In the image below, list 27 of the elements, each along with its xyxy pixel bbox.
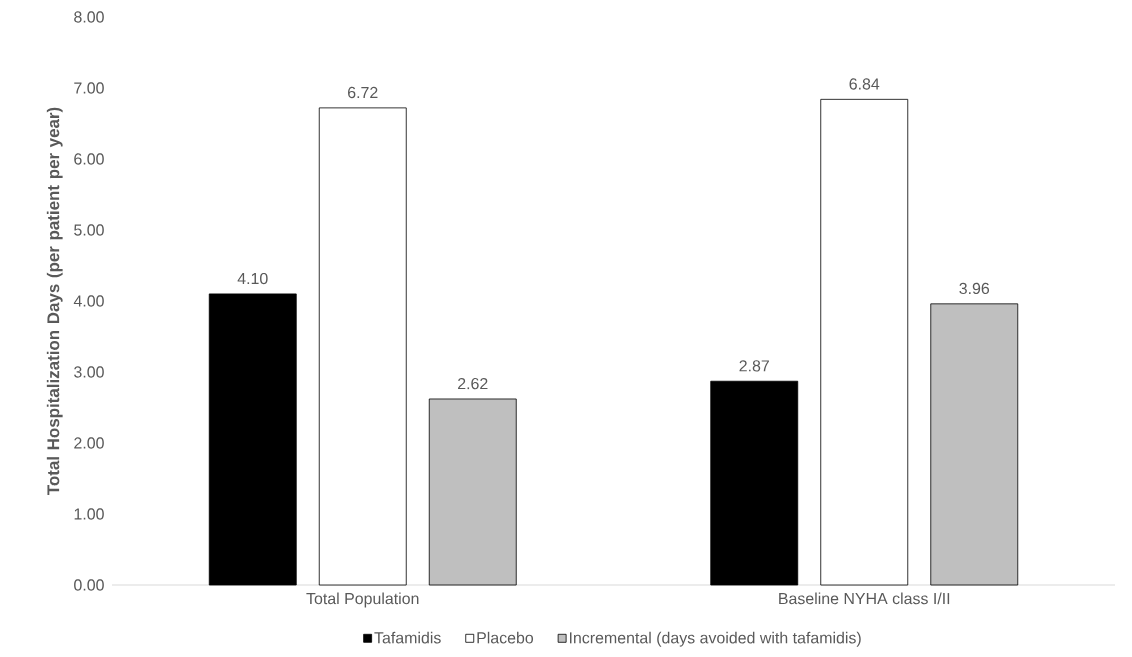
- bar: [710, 380, 799, 586]
- bar: [930, 303, 1019, 586]
- data-label: 6.72: [348, 86, 378, 99]
- bar: [208, 293, 297, 586]
- y-tick-label: 0.00: [74, 579, 104, 591]
- y-axis-title: Total Hospitalization Days (per patient per year): [46, 107, 63, 495]
- y-tick-label: 4.00: [73, 295, 104, 307]
- bar: [318, 107, 407, 586]
- y-tick-label: 6.00: [74, 153, 104, 165]
- bar: [428, 398, 517, 586]
- x-tick-label: Total Population: [306, 592, 419, 608]
- legend-label: Tafamidis: [374, 631, 441, 644]
- y-tick-label: 7.00: [74, 82, 104, 94]
- data-label: 6.84: [849, 78, 880, 90]
- bar: [820, 98, 909, 586]
- data-label: 2.62: [458, 377, 488, 390]
- x-tick-label: Baseline NYHA class I/II: [779, 592, 950, 605]
- y-tick-label: 8.00: [74, 11, 104, 23]
- data-label: 2.87: [739, 360, 769, 372]
- legend-label: Incremental (days avoided with tafamidis): [569, 631, 861, 647]
- y-tick-label: 5.00: [74, 224, 104, 236]
- y-tick-label: 1.00: [74, 508, 104, 520]
- y-tick-label: 3.00: [74, 366, 104, 378]
- data-label: 3.96: [959, 282, 990, 295]
- legend-label: Placebo: [477, 631, 534, 644]
- y-tick-label: 2.00: [74, 437, 104, 449]
- data-label: 4.10: [237, 272, 268, 285]
